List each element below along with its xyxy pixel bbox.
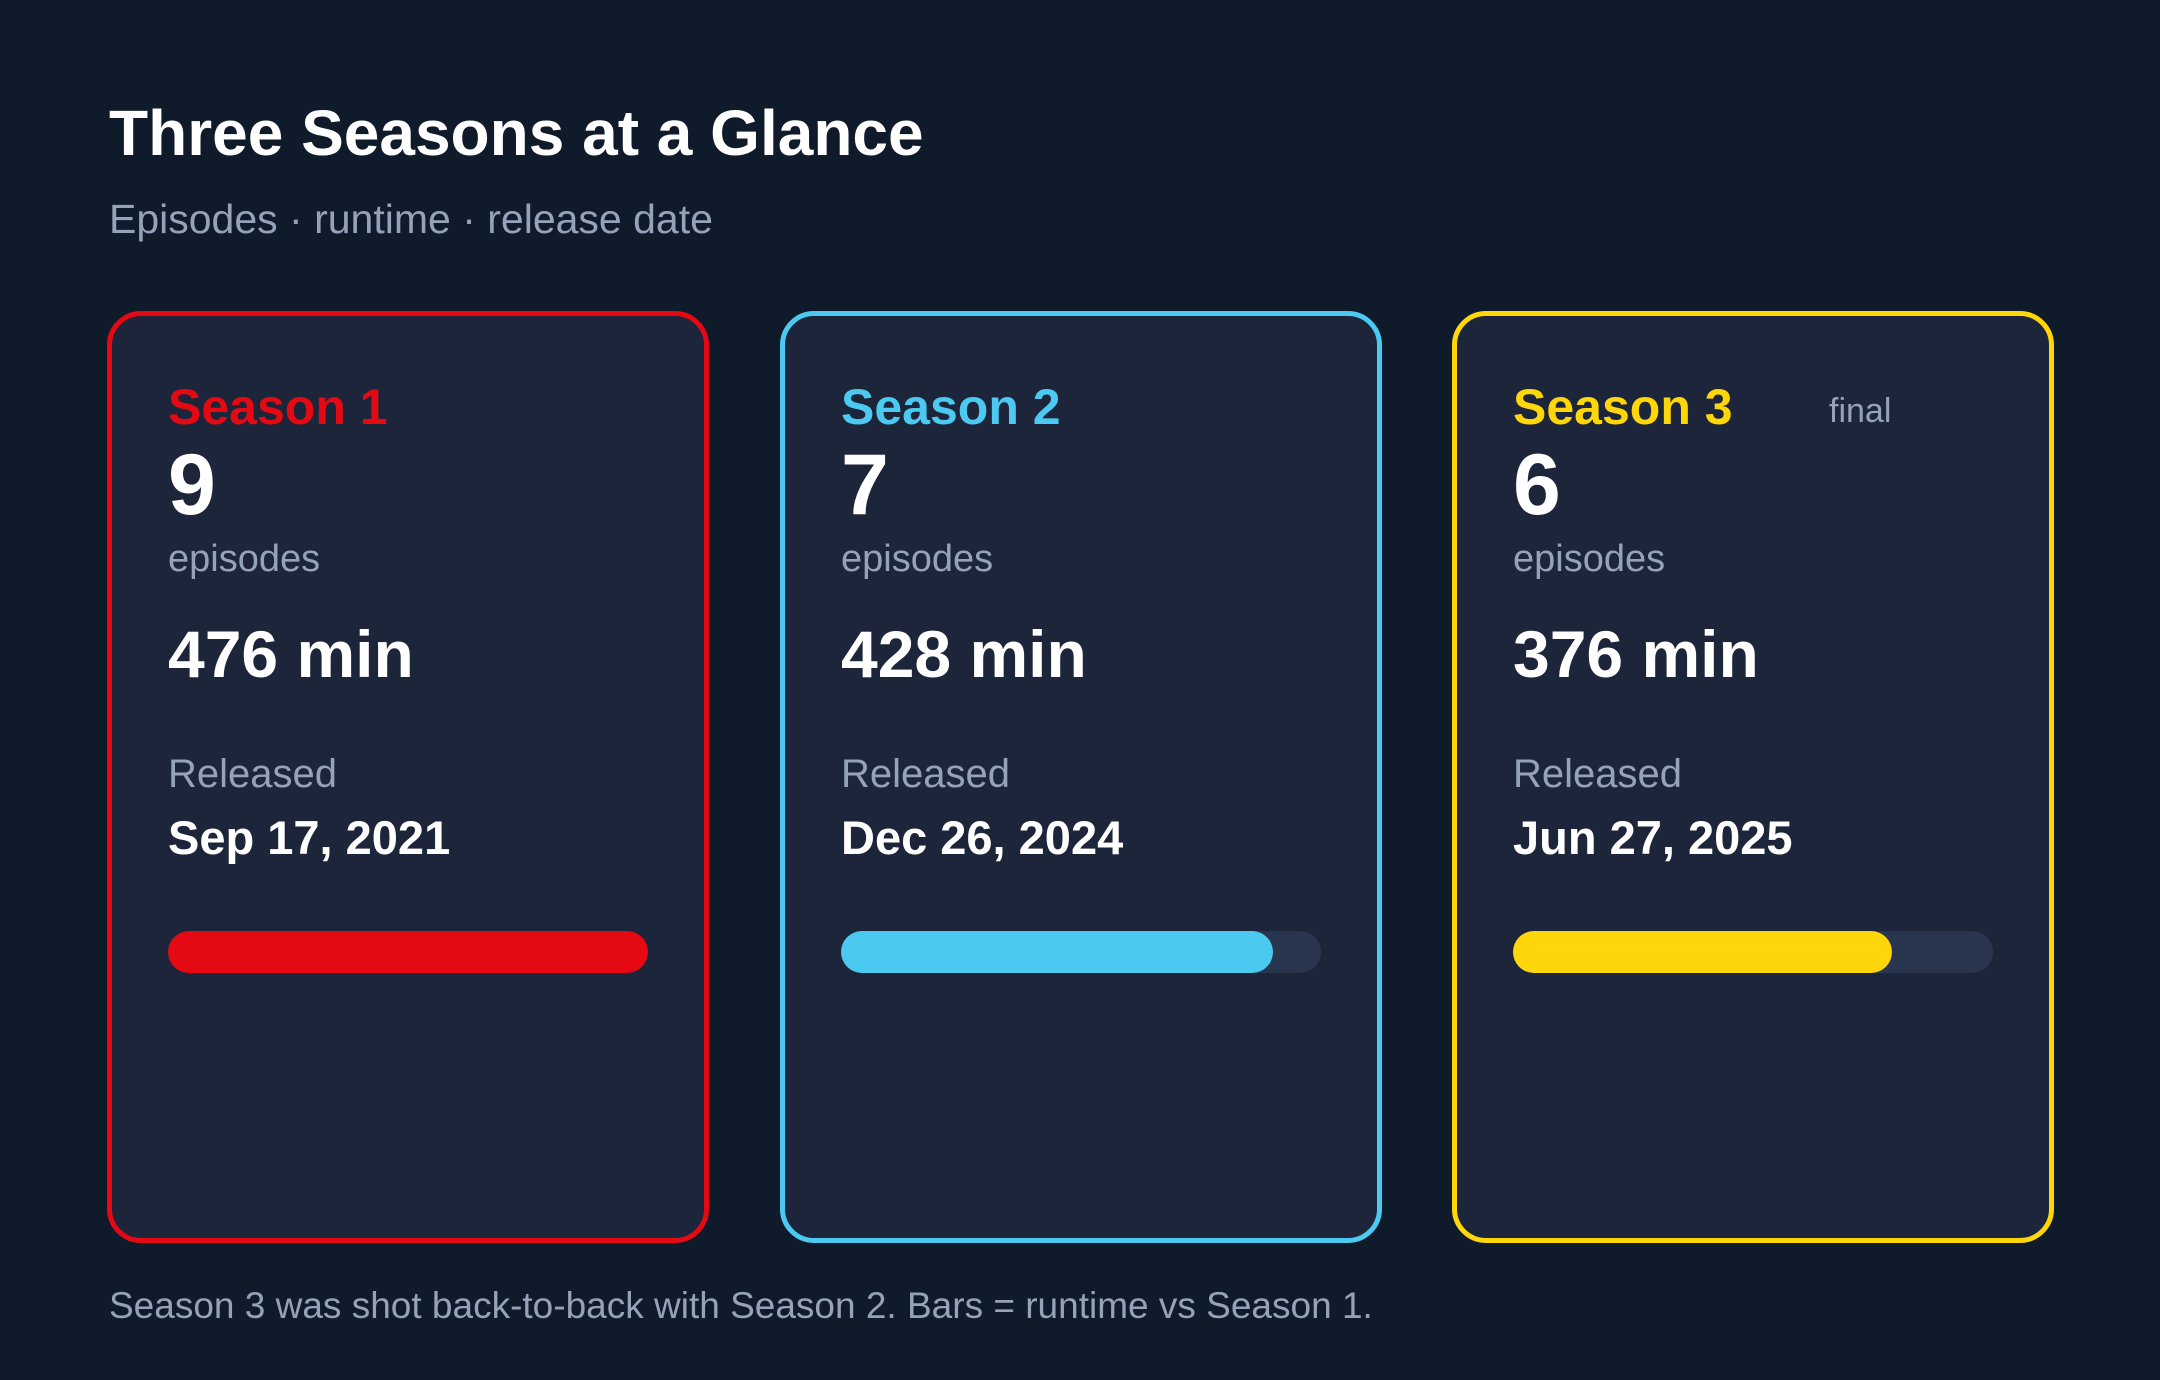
episode-count: 6 xyxy=(1513,437,1561,533)
subtitle: Episodes · runtime · release date xyxy=(109,196,713,242)
title: Three Seasons at a Glance xyxy=(109,97,924,169)
runtime: 476 min xyxy=(168,617,414,691)
season-label: Season 3 xyxy=(1513,379,1733,435)
released-label: Released xyxy=(168,752,338,796)
season-card: Season 3 final 6 episodes 376 min Released Jun… xyxy=(1452,311,2054,1243)
release-date: Sep 17, 2021 xyxy=(168,811,451,864)
runtime-bar-track xyxy=(168,931,648,973)
runtime-bar xyxy=(1513,931,1893,973)
episode-count: 9 xyxy=(168,437,216,533)
episodes-label: episodes xyxy=(168,538,321,580)
season-label: Season 1 xyxy=(168,379,388,435)
runtime: 428 min xyxy=(841,617,1087,691)
episodes-label: episodes xyxy=(841,538,994,580)
runtime-bar xyxy=(841,931,1273,973)
season-label: Season 2 xyxy=(841,379,1061,435)
episode-count: 7 xyxy=(841,437,889,533)
runtime-bar-track xyxy=(1513,931,1993,973)
badge: final xyxy=(1829,392,1892,430)
season-card: Season 2 7 episodes 428 min Released Dec 26, … xyxy=(780,311,1382,1243)
release-date: Jun 27, 2025 xyxy=(1513,811,1793,864)
released-label: Released xyxy=(841,752,1011,796)
episodes-label: episodes xyxy=(1513,538,1666,580)
season-card: Season 1 9 episodes 476 min Released Sep 17, … xyxy=(107,311,709,1243)
release-date: Dec 26, 2024 xyxy=(841,811,1124,864)
runtime-bar xyxy=(168,931,648,973)
runtime-bar-track xyxy=(841,931,1321,973)
released-label: Released xyxy=(1513,752,1683,796)
runtime: 376 min xyxy=(1513,617,1759,691)
footnote: Season 3 was shot back-to-back with Seas… xyxy=(109,1285,1373,1326)
